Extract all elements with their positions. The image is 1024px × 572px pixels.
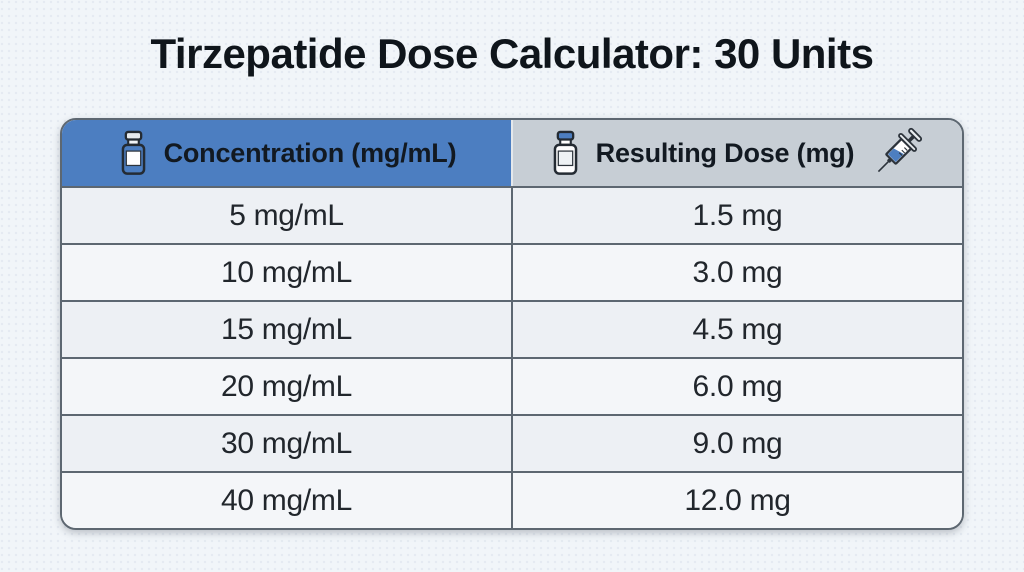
syringe-icon bbox=[868, 124, 926, 182]
table-body: 5 mg/mL 1.5 mg 10 mg/mL 3.0 mg 15 mg/mL … bbox=[62, 188, 962, 528]
table-row: 5 mg/mL 1.5 mg bbox=[62, 188, 962, 245]
concentration-cell: 5 mg/mL bbox=[62, 188, 513, 243]
table-row: 30 mg/mL 9.0 mg bbox=[62, 416, 962, 473]
concentration-cell: 30 mg/mL bbox=[62, 416, 513, 471]
concentration-cell: 10 mg/mL bbox=[62, 245, 513, 300]
dose-cell: 12.0 mg bbox=[513, 473, 962, 528]
dose-cell: 4.5 mg bbox=[513, 302, 962, 357]
concentration-cell: 20 mg/mL bbox=[62, 359, 513, 414]
dose-table: Concentration (mg/mL) Resulting Dose (mg… bbox=[60, 118, 964, 530]
vial-icon bbox=[549, 130, 582, 176]
page-title: Tirzepatide Dose Calculator: 30 Units bbox=[150, 30, 874, 77]
concentration-cell: 15 mg/mL bbox=[62, 302, 513, 357]
table-header-row: Concentration (mg/mL) Resulting Dose (mg… bbox=[62, 120, 962, 188]
table-row: 20 mg/mL 6.0 mg bbox=[62, 359, 962, 416]
dose-cell: 3.0 mg bbox=[513, 245, 962, 300]
dose-cell: 1.5 mg bbox=[513, 188, 962, 243]
column-header-label-concentration: Concentration (mg/mL) bbox=[163, 137, 457, 168]
vial-icon bbox=[117, 130, 150, 176]
dose-cell: 6.0 mg bbox=[513, 359, 962, 414]
column-header-label-dose: Resulting Dose (mg) bbox=[595, 137, 855, 168]
column-header-dose: Resulting Dose (mg) bbox=[513, 120, 962, 186]
table-row: 40 mg/mL 12.0 mg bbox=[62, 473, 962, 528]
table-row: 10 mg/mL 3.0 mg bbox=[62, 245, 962, 302]
table-row: 15 mg/mL 4.5 mg bbox=[62, 302, 962, 359]
concentration-cell: 40 mg/mL bbox=[62, 473, 513, 528]
dose-cell: 9.0 mg bbox=[513, 416, 962, 471]
column-header-concentration: Concentration (mg/mL) bbox=[62, 120, 513, 186]
